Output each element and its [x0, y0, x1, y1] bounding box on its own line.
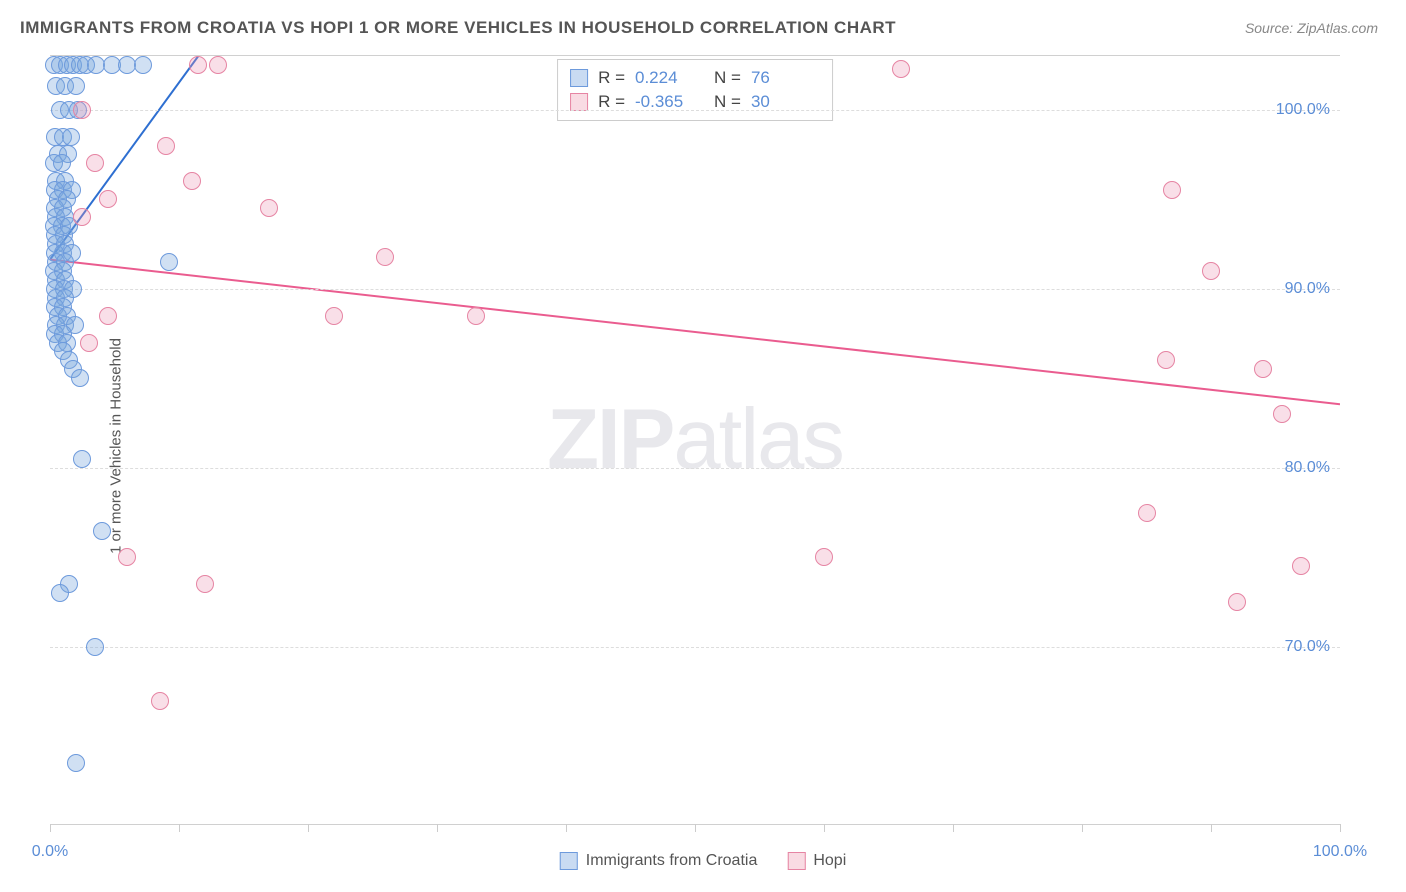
x-tick	[1211, 824, 1212, 832]
r-value: 0.224	[635, 68, 690, 88]
gridline	[50, 468, 1340, 469]
trend-line	[50, 260, 1340, 405]
scatter-point	[892, 60, 910, 78]
scatter-point	[151, 692, 169, 710]
stats-row: R = 0.224 N = 76	[570, 66, 820, 90]
r-label: R =	[598, 68, 625, 88]
legend-item: Hopi	[787, 852, 846, 870]
scatter-point	[325, 307, 343, 325]
chart-title: IMMIGRANTS FROM CROATIA VS HOPI 1 OR MOR…	[20, 18, 896, 38]
x-tick	[824, 824, 825, 832]
source-label: Source: ZipAtlas.com	[1245, 20, 1378, 36]
scatter-point	[73, 450, 91, 468]
x-tick	[437, 824, 438, 832]
scatter-point	[51, 584, 69, 602]
scatter-point	[93, 522, 111, 540]
x-tick	[308, 824, 309, 832]
y-tick-label: 100.0%	[1276, 101, 1330, 119]
scatter-point	[73, 208, 91, 226]
scatter-point	[815, 548, 833, 566]
n-value: 76	[751, 68, 806, 88]
gridline	[50, 110, 1340, 111]
legend-label: Immigrants from Croatia	[586, 852, 758, 870]
scatter-point	[99, 307, 117, 325]
scatter-point	[118, 548, 136, 566]
x-tick	[1082, 824, 1083, 832]
scatter-point	[62, 128, 80, 146]
scatter-point	[86, 638, 104, 656]
scatter-point	[1273, 405, 1291, 423]
scatter-point	[53, 154, 71, 172]
scatter-point	[67, 754, 85, 772]
scatter-point	[160, 253, 178, 271]
legend-swatch	[570, 93, 588, 111]
scatter-point	[67, 77, 85, 95]
gridline	[50, 647, 1340, 648]
scatter-point	[1163, 181, 1181, 199]
x-tick	[695, 824, 696, 832]
scatter-point	[1292, 557, 1310, 575]
scatter-point	[1254, 360, 1272, 378]
scatter-point	[183, 172, 201, 190]
plot-area: ZIPatlas R =0.224N =76R =-0.365N =30 70.…	[50, 55, 1340, 825]
scatter-point	[376, 248, 394, 266]
x-tick	[566, 824, 567, 832]
y-tick-label: 90.0%	[1285, 280, 1330, 298]
y-tick-label: 70.0%	[1285, 638, 1330, 656]
x-tick-label: 100.0%	[1313, 843, 1367, 861]
scatter-point	[71, 369, 89, 387]
y-tick-label: 80.0%	[1285, 459, 1330, 477]
x-tick	[1340, 824, 1341, 832]
scatter-point	[1202, 262, 1220, 280]
n-label: N =	[714, 68, 741, 88]
legend-swatch	[560, 852, 578, 870]
trend-lines	[50, 56, 1340, 824]
x-tick-label: 0.0%	[32, 843, 68, 861]
scatter-point	[196, 575, 214, 593]
watermark: ZIPatlas	[547, 391, 843, 489]
scatter-point	[467, 307, 485, 325]
scatter-point	[157, 137, 175, 155]
scatter-point	[73, 101, 91, 119]
scatter-point	[1138, 504, 1156, 522]
scatter-point	[134, 56, 152, 74]
stats-legend-box: R =0.224N =76R =-0.365N =30	[557, 59, 833, 121]
legend-label: Hopi	[813, 852, 846, 870]
legend-item: Immigrants from Croatia	[560, 852, 758, 870]
x-tick	[179, 824, 180, 832]
scatter-point	[260, 199, 278, 217]
gridline	[50, 289, 1340, 290]
scatter-point	[80, 334, 98, 352]
scatter-point	[1228, 593, 1246, 611]
scatter-point	[209, 56, 227, 74]
scatter-point	[99, 190, 117, 208]
legend-swatch	[787, 852, 805, 870]
bottom-legend: Immigrants from Croatia Hopi	[560, 852, 847, 870]
scatter-point	[189, 56, 207, 74]
chart-container: IMMIGRANTS FROM CROATIA VS HOPI 1 OR MOR…	[0, 0, 1406, 892]
scatter-point	[1157, 351, 1175, 369]
legend-swatch	[570, 69, 588, 87]
x-tick	[953, 824, 954, 832]
scatter-point	[86, 154, 104, 172]
x-tick	[50, 824, 51, 832]
